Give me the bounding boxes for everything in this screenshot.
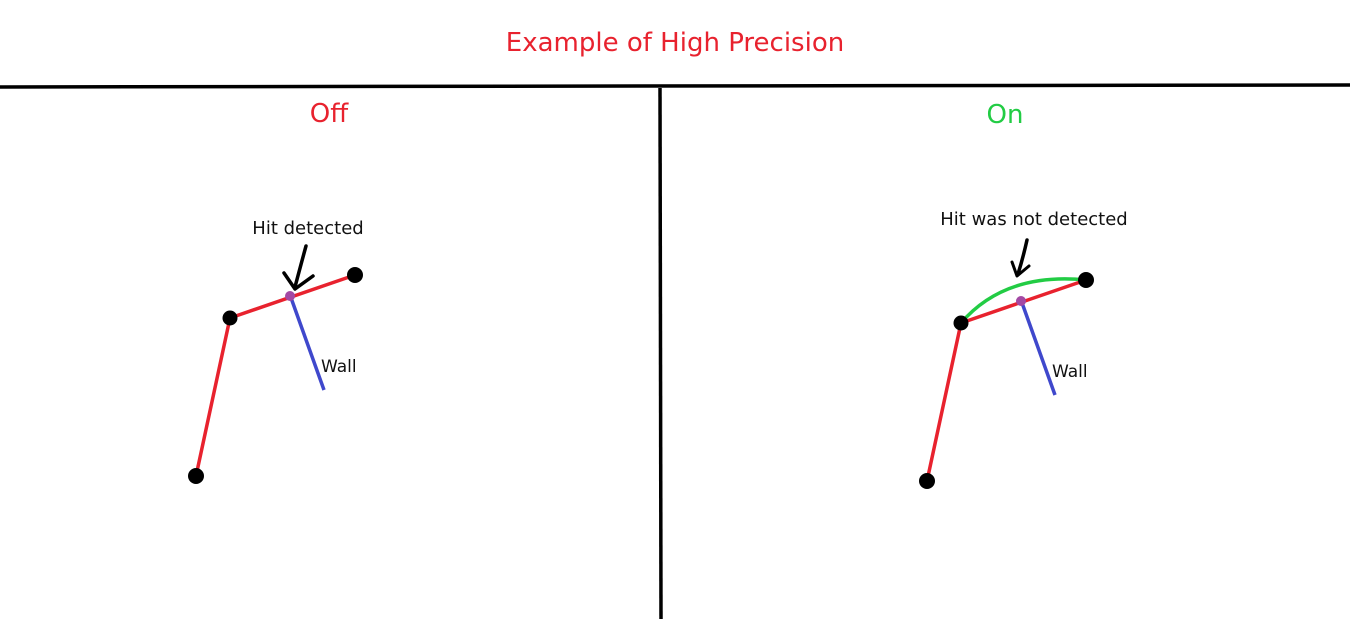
on-precision-curve bbox=[959, 277, 1088, 325]
on-annotation-arrow bbox=[1010, 238, 1031, 278]
on-annotation: Hit was not detected bbox=[940, 209, 1127, 230]
panel-on: On Wall Hit was not detected bbox=[919, 100, 1128, 489]
on-wall-label: Wall bbox=[1052, 362, 1088, 382]
on-joint-middle bbox=[953, 315, 969, 331]
on-wall bbox=[1019, 299, 1057, 396]
off-annotation: Hit detected bbox=[252, 218, 363, 239]
off-wall bbox=[288, 294, 326, 391]
off-annotation-arrow bbox=[282, 244, 315, 291]
vertical-divider bbox=[658, 87, 663, 619]
on-joint-bottom bbox=[919, 473, 935, 489]
horizontal-divider bbox=[0, 83, 1350, 89]
panel-off: Off Wall Hit detected bbox=[188, 99, 364, 484]
off-joint-bottom bbox=[188, 468, 204, 484]
panel-off-label: Off bbox=[310, 99, 349, 129]
on-joint-top bbox=[1078, 272, 1094, 288]
off-hit-point bbox=[285, 291, 295, 301]
off-joint-middle bbox=[222, 310, 238, 326]
off-joint-top bbox=[347, 267, 363, 283]
on-segment-lower bbox=[925, 321, 963, 483]
on-hit-point bbox=[1016, 296, 1026, 306]
off-wall-label: Wall bbox=[321, 357, 357, 377]
diagram-title: Example of High Precision bbox=[506, 28, 844, 58]
panel-on-label: On bbox=[987, 100, 1024, 130]
off-segment-lower bbox=[194, 316, 232, 478]
